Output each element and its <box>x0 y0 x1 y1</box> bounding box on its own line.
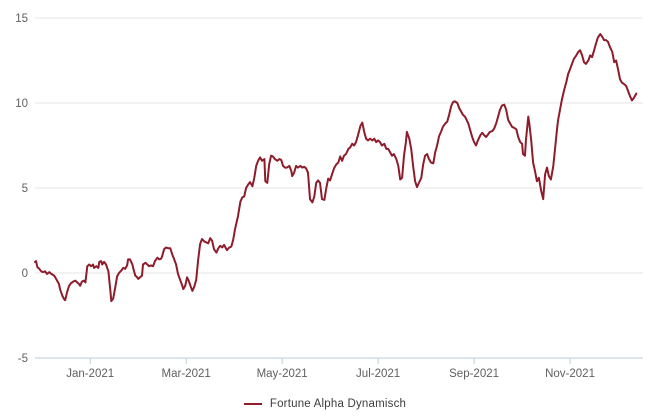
x-axis-label: May-2021 <box>257 368 308 380</box>
legend-line-swatch <box>243 403 262 405</box>
y-axis-label: 0 <box>22 268 28 280</box>
chart-legend: Fortune Alpha Dynamisch <box>0 398 650 410</box>
y-axis-label: 5 <box>22 183 28 195</box>
x-axis-label: Jan-2021 <box>66 368 114 380</box>
series-line <box>34 33 638 303</box>
line-chart-canvas: -5 0 5 10 15 Jan-2021 Mar-2021 May-2021 Jul-2021… <box>15 13 643 380</box>
y-axis-label: 10 <box>15 98 28 110</box>
x-axis-label: Nov-2021 <box>545 368 595 380</box>
y-axis-label: -5 <box>18 353 28 365</box>
y-axis-label: 15 <box>15 13 28 25</box>
x-axis-label: Jul-2021 <box>356 368 400 380</box>
x-axis-label: Mar-2021 <box>162 368 211 380</box>
x-axis-label: Sep-2021 <box>449 368 499 380</box>
legend-series-label: Fortune Alpha Dynamisch <box>269 398 407 410</box>
